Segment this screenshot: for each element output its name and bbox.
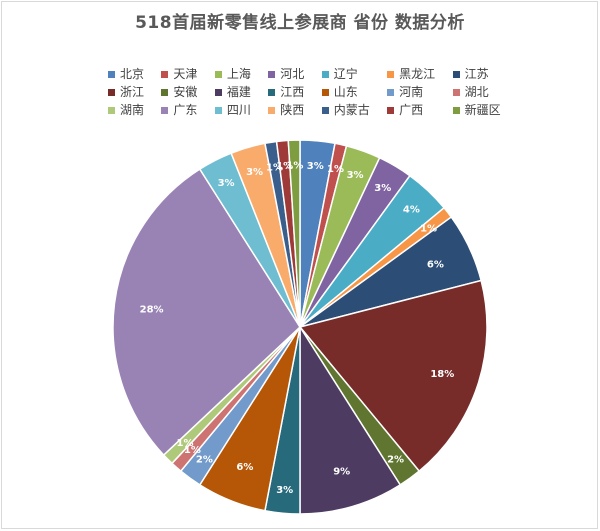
pie-slice — [112, 168, 301, 457]
legend-item: 四川 — [214, 103, 258, 118]
legend-item: 黑龙江 — [387, 67, 442, 82]
legend-item: 河南 — [387, 85, 442, 100]
legend-label: 河南 — [399, 85, 424, 99]
slice-data-label: 1% — [327, 164, 344, 175]
slice-data-label: 1% — [420, 223, 437, 234]
legend-swatch — [214, 71, 222, 78]
legend-item: 福建 — [214, 85, 258, 100]
legend-item: 广西 — [387, 103, 442, 118]
legend-item: 山东 — [321, 85, 377, 100]
slice-data-label: 3% — [276, 485, 293, 496]
chart-legend: 北京 天津 上海 河北 辽宁 黑龙江 江苏浙江 安徽 福建 江西 山东 河南 湖北湖南 广东 四川 陕西 内蒙古… — [108, 67, 508, 118]
legend-swatch — [108, 71, 115, 78]
legend-item: 上海 — [214, 67, 258, 82]
slice-data-label: 1% — [266, 162, 283, 173]
legend-item: 北京 — [108, 67, 151, 82]
slice-data-label: 2% — [387, 455, 404, 466]
legend-swatch — [161, 107, 169, 114]
legend-label: 江西 — [280, 85, 305, 99]
legend-swatch — [387, 71, 395, 78]
slice-data-label: 2% — [196, 455, 213, 466]
legend-swatch — [161, 71, 169, 78]
legend-swatch — [321, 89, 329, 96]
legend-swatch — [321, 107, 329, 114]
legend-label: 广西 — [399, 103, 424, 117]
legend-swatch — [214, 107, 222, 114]
legend-swatch — [387, 89, 395, 96]
pie-slice — [298, 279, 488, 473]
legend-item: 河北 — [268, 67, 311, 82]
legend-swatch — [268, 107, 276, 114]
legend-swatch — [161, 89, 169, 96]
slice-data-label: 18% — [430, 369, 454, 380]
legend-item: 内蒙古 — [321, 103, 377, 118]
legend-swatch — [108, 107, 115, 114]
legend-item: 湖南 — [108, 103, 151, 118]
legend-item: 辽宁 — [321, 67, 377, 82]
legend-label: 湖北 — [464, 85, 489, 99]
slice-data-label: 4% — [403, 204, 420, 215]
legend-swatch — [452, 71, 460, 78]
legend-item: 新疆区 — [452, 103, 508, 118]
chart-title: 518首届新零售线上参展商 省份 数据分析 — [135, 13, 465, 33]
legend-item: 陕西 — [268, 103, 311, 118]
legend-label: 福建 — [226, 85, 251, 99]
slice-data-label: 1% — [276, 161, 293, 172]
legend-label: 辽宁 — [333, 67, 358, 81]
legend-item: 江西 — [268, 85, 311, 100]
legend-item: 湖北 — [452, 85, 508, 100]
legend-label: 天津 — [173, 67, 198, 81]
slice-data-label: 1% — [184, 445, 201, 456]
slice-data-label: 28% — [140, 304, 164, 315]
legend-item: 天津 — [161, 67, 204, 82]
legend-label: 黑龙江 — [399, 67, 436, 81]
slice-data-label: 6% — [236, 462, 253, 473]
slice-data-label: 3% — [347, 170, 364, 181]
slice-data-label: 6% — [427, 259, 444, 270]
legend-swatch — [452, 89, 460, 96]
legend-label: 广东 — [173, 103, 198, 117]
slice-data-label: 3% — [218, 178, 235, 189]
legend-label: 内蒙古 — [333, 103, 370, 117]
legend-swatch — [214, 89, 222, 96]
legend-label: 山东 — [333, 85, 358, 99]
pie-slice — [299, 324, 402, 515]
legend-item: 江苏 — [452, 67, 508, 82]
slice-data-label: 1% — [177, 438, 194, 449]
legend-swatch — [108, 89, 115, 96]
legend-swatch — [321, 71, 329, 78]
slice-data-label: 3% — [246, 167, 263, 178]
legend-swatch — [268, 71, 276, 78]
legend-label: 北京 — [120, 67, 145, 81]
legend-label: 湖南 — [120, 103, 145, 117]
legend-label: 上海 — [226, 67, 251, 81]
slice-data-label: 3% — [374, 183, 391, 194]
legend-item: 安徽 — [161, 85, 204, 100]
legend-item: 浙江 — [108, 85, 151, 100]
legend-item: 广东 — [161, 103, 204, 118]
legend-swatch — [387, 107, 395, 114]
legend-label: 新疆区 — [464, 103, 501, 117]
legend-label: 安徽 — [173, 85, 198, 99]
slice-data-label: 1% — [286, 160, 303, 171]
legend-label: 陕西 — [280, 103, 305, 117]
slice-data-label: 3% — [307, 161, 324, 172]
legend-label: 四川 — [226, 103, 251, 117]
legend-swatch — [452, 107, 460, 114]
legend-swatch — [268, 89, 276, 96]
slice-data-label: 9% — [333, 467, 350, 478]
legend-label: 浙江 — [120, 85, 145, 99]
legend-label: 河北 — [280, 67, 305, 81]
pie-slice — [287, 139, 301, 328]
legend-label: 江苏 — [464, 67, 489, 81]
